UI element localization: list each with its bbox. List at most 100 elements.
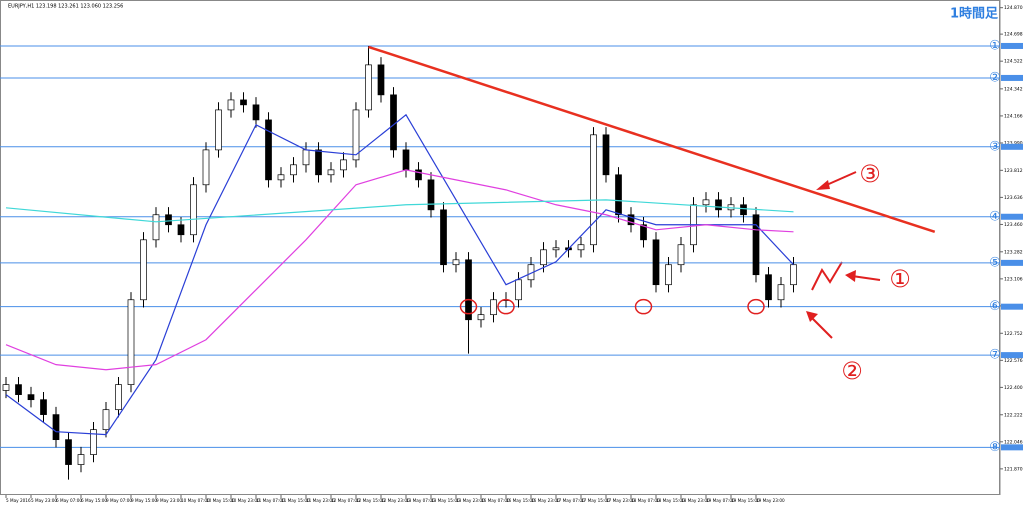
moving-average [5, 113, 794, 436]
candle-body [327, 169, 335, 176]
level-label: ④ [989, 209, 1001, 224]
x-tick-label: 11 May 15:00 [281, 498, 310, 503]
x-tick-label: 19 May 23:00 [756, 498, 785, 503]
moving-average [5, 169, 794, 371]
arrow-head [816, 180, 830, 190]
candle-body [102, 409, 110, 431]
y-tick-label: 123.282 [1004, 249, 1023, 255]
arrow [811, 317, 833, 339]
candle-body [765, 274, 772, 301]
candle-body [465, 259, 472, 321]
y-tick-label: 122.222 [1004, 412, 1023, 418]
y-tick-label: 124.166 [1004, 113, 1023, 119]
y-tick-label: 124.522 [1004, 59, 1023, 65]
y-tick-label: 123.460 [1004, 222, 1023, 228]
y-tick-label: 122.400 [1004, 385, 1023, 391]
y-tick-label: 123.812 [1004, 168, 1023, 174]
y-tick-label: 121.870 [1004, 466, 1023, 472]
level-label: ⑦ [989, 348, 1001, 363]
x-tick-label: 10 May 23:00 [231, 498, 260, 503]
candle-body [440, 209, 447, 266]
moving-average [5, 199, 794, 223]
x-tick-label: 16 May 23:00 [531, 498, 560, 503]
arrow-head [806, 311, 818, 322]
y-tick-label: 124.870 [1004, 5, 1023, 11]
x-tick-label: 9 May 15:00 [131, 498, 157, 503]
x-tick-label: 18 May 23:00 [681, 498, 710, 503]
annotation: ③ [859, 160, 881, 188]
candle-body [240, 99, 247, 106]
x-tick-label: 17 May 15:00 [581, 498, 610, 503]
candle-body [290, 164, 297, 176]
x-tick-label: 12 May 23:00 [381, 498, 410, 503]
candle-body [777, 284, 785, 301]
y-tick-label: 122.576 [1004, 358, 1023, 364]
x-tick-label: 12 May 07:00 [331, 498, 360, 503]
candle-body [402, 149, 410, 171]
level-label: ⑤ [989, 255, 1001, 270]
candle-body [790, 264, 797, 286]
candle-body [40, 399, 47, 415]
candle-body [140, 239, 147, 301]
candle-body [640, 224, 647, 241]
candle-body [115, 384, 122, 411]
candle-body [340, 159, 347, 171]
candle-body [665, 264, 672, 286]
candle-body [252, 104, 260, 121]
x-tick-label: 13 May 23:00 [456, 498, 485, 503]
candle-body [65, 439, 72, 465]
candle-body [152, 214, 160, 241]
marked-low-circle [459, 298, 478, 315]
y-tick-label: 123.990 [1004, 140, 1023, 146]
level-label: ② [989, 70, 1001, 85]
x-tick-label: 16 May 07:00 [481, 498, 510, 503]
candle-body [515, 279, 522, 301]
candle-body [202, 149, 210, 186]
candle-body [477, 314, 485, 321]
candle-body [602, 134, 610, 176]
candle-body [52, 414, 60, 441]
candle-body [315, 149, 322, 176]
x-tick-label: 18 May 07:00 [631, 498, 660, 503]
x-tick-label: 13 May 15:00 [431, 498, 460, 503]
x-tick-label: 5 May 2016 [6, 498, 31, 503]
y-tick-label: 122.046 [1004, 439, 1023, 445]
candle-body [677, 244, 685, 266]
level-price-box [1001, 444, 1023, 451]
x-tick-label: 19 May 07:00 [706, 498, 735, 503]
candle-body [390, 94, 397, 151]
x-tick-label: 9 May 23:00 [156, 498, 182, 503]
annotation: ② [841, 357, 863, 385]
candle-body [415, 169, 422, 181]
y-tick-label: 123.106 [1004, 276, 1023, 282]
x-tick-label: 12 May 15:00 [356, 498, 385, 503]
candle-body [190, 184, 197, 236]
candle-body [577, 244, 585, 251]
candle-body [702, 199, 710, 206]
candle-body [627, 214, 635, 226]
x-tick-label: 11 May 23:00 [306, 498, 335, 503]
candle-body [490, 299, 497, 316]
candle-body [452, 259, 460, 266]
candle-body [352, 109, 360, 161]
marked-low-circle [634, 298, 653, 315]
marked-low-circle [747, 298, 765, 315]
level-price-box [1001, 143, 1023, 150]
candle-body [90, 429, 97, 455]
level-price-box [1001, 74, 1023, 81]
candle-body [27, 394, 35, 401]
x-tick-label: 6 May 15:00 [81, 498, 107, 503]
candle-body [77, 454, 85, 465]
level-price-box [1001, 213, 1023, 220]
candle-body [165, 214, 172, 226]
y-tick-label: 124.698 [1004, 32, 1023, 38]
candle-body [590, 134, 597, 246]
x-tick-label: 6 May 07:00 [56, 498, 82, 503]
x-tick-label: 10 May 07:00 [181, 498, 210, 503]
y-tick-label: 123.636 [1004, 195, 1023, 201]
candle-body [277, 174, 285, 181]
candle-body [15, 384, 22, 395]
candle-body [752, 214, 760, 276]
candle-body [552, 247, 560, 251]
